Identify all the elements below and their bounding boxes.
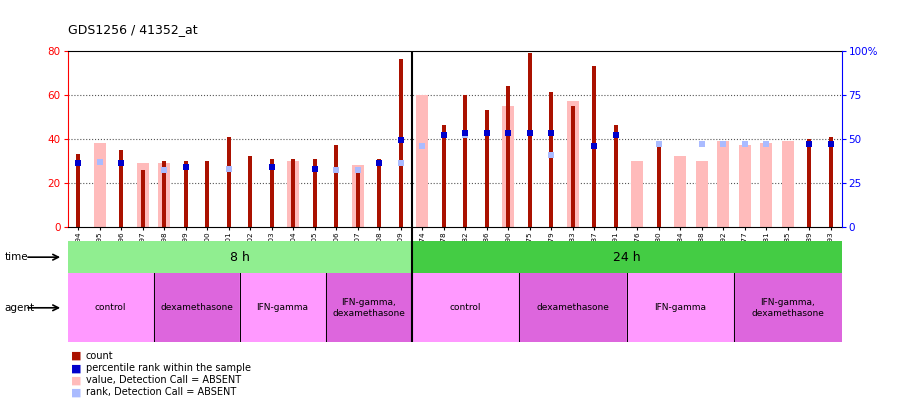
Bar — [527, 53, 532, 227]
Bar — [464, 95, 467, 227]
Bar — [674, 156, 686, 227]
Bar — [287, 161, 299, 227]
Bar — [377, 158, 382, 227]
Text: percentile rank within the sample: percentile rank within the sample — [86, 363, 250, 373]
Text: ■: ■ — [71, 351, 82, 361]
Bar — [158, 163, 170, 227]
Text: 8 h: 8 h — [230, 251, 249, 264]
Bar — [782, 141, 794, 227]
Bar — [549, 92, 554, 227]
Bar — [485, 110, 489, 227]
Text: control: control — [449, 303, 481, 312]
Bar — [417, 95, 428, 227]
Bar — [68, 241, 411, 273]
Bar — [94, 143, 105, 227]
Text: GDS1256 / 41352_at: GDS1256 / 41352_at — [68, 23, 197, 36]
Text: IFN-gamma: IFN-gamma — [256, 303, 309, 312]
Bar — [760, 143, 772, 227]
Bar — [76, 154, 80, 227]
Text: count: count — [86, 351, 113, 361]
Bar — [356, 167, 360, 227]
Bar — [184, 161, 188, 227]
Bar — [205, 161, 209, 227]
Bar — [137, 163, 148, 227]
Bar — [227, 136, 230, 227]
Text: rank, Detection Call = ABSENT: rank, Detection Call = ABSENT — [86, 388, 236, 397]
Bar — [411, 273, 519, 342]
Text: control: control — [94, 303, 126, 312]
Bar — [631, 161, 644, 227]
Text: IFN-gamma: IFN-gamma — [654, 303, 706, 312]
Text: time: time — [4, 252, 28, 262]
Bar — [592, 66, 596, 227]
Text: IFN-gamma,
dexamethasone: IFN-gamma, dexamethasone — [332, 298, 405, 318]
Bar — [399, 60, 402, 227]
Text: ■: ■ — [71, 375, 82, 385]
Bar — [248, 156, 252, 227]
Text: 24 h: 24 h — [613, 251, 640, 264]
Bar — [334, 145, 338, 227]
Text: agent: agent — [4, 303, 34, 313]
Bar — [507, 86, 510, 227]
Bar — [239, 273, 326, 342]
Bar — [829, 136, 833, 227]
Bar — [154, 273, 239, 342]
Bar — [626, 273, 734, 342]
Bar — [411, 241, 842, 273]
Bar — [657, 143, 661, 227]
Bar — [140, 170, 145, 227]
Text: IFN-gamma,
dexamethasone: IFN-gamma, dexamethasone — [752, 298, 824, 318]
Text: dexamethasone: dexamethasone — [160, 303, 233, 312]
Bar — [614, 126, 617, 227]
Bar — [502, 106, 514, 227]
Bar — [807, 139, 811, 227]
Text: dexamethasone: dexamethasone — [536, 303, 609, 312]
Bar — [567, 101, 579, 227]
Bar — [162, 161, 166, 227]
Text: ■: ■ — [71, 363, 82, 373]
Bar — [270, 158, 274, 227]
Text: value, Detection Call = ABSENT: value, Detection Call = ABSENT — [86, 375, 240, 385]
Bar — [519, 273, 626, 342]
Text: ■: ■ — [71, 388, 82, 397]
Bar — [696, 161, 707, 227]
Bar — [292, 158, 295, 227]
Bar — [313, 158, 317, 227]
Bar — [120, 150, 123, 227]
Bar — [442, 126, 446, 227]
Bar — [734, 273, 842, 342]
Bar — [717, 141, 729, 227]
Bar — [739, 145, 751, 227]
Bar — [68, 273, 154, 342]
Bar — [326, 273, 411, 342]
Bar — [571, 106, 575, 227]
Bar — [352, 165, 364, 227]
